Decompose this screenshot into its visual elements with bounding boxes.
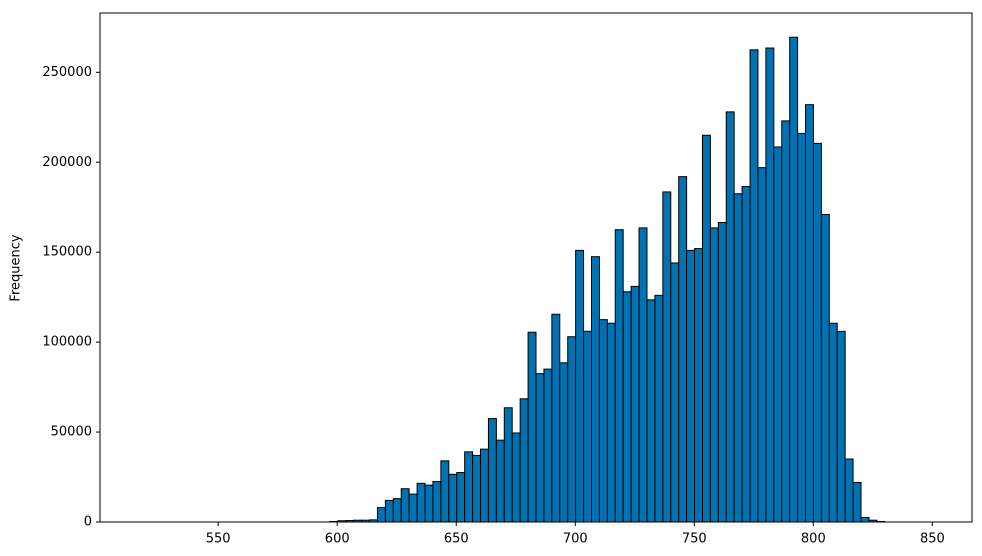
bar — [527, 331, 537, 523]
bar — [749, 49, 759, 523]
y-tick-label: 0 — [84, 515, 92, 530]
bar — [646, 299, 656, 523]
bar — [590, 256, 600, 523]
bar — [733, 193, 743, 523]
bar — [797, 132, 807, 523]
bar — [384, 499, 394, 523]
x-tick-label: 850 — [920, 532, 945, 547]
y-tick-label: 200000 — [42, 155, 92, 170]
x-tick-label: 750 — [682, 532, 707, 547]
bar — [789, 36, 799, 523]
y-tick-label: 150000 — [42, 245, 92, 260]
bar — [812, 142, 822, 523]
bar — [606, 322, 616, 523]
bar — [392, 498, 402, 523]
bar — [456, 472, 466, 523]
bar — [741, 186, 751, 523]
bar — [844, 458, 854, 523]
bar — [701, 134, 711, 523]
bar — [781, 120, 791, 523]
bar — [567, 336, 577, 523]
bar — [662, 191, 672, 523]
bar — [860, 517, 870, 523]
y-axis-label: Frequency — [9, 234, 24, 301]
bar — [598, 319, 608, 523]
bar — [376, 507, 386, 523]
bar — [852, 481, 862, 523]
bar — [638, 227, 648, 523]
bar — [828, 322, 838, 523]
bar — [820, 213, 830, 523]
y-tick-label: 100000 — [42, 335, 92, 350]
y-tick-label: 250000 — [42, 65, 92, 80]
bar — [725, 111, 735, 523]
bar — [416, 482, 426, 523]
bar — [543, 368, 553, 523]
x-tick-label: 600 — [325, 532, 350, 547]
x-tick-label: 700 — [563, 532, 588, 547]
bar — [583, 330, 592, 523]
bar — [408, 493, 418, 523]
bar — [464, 451, 474, 523]
bar — [559, 362, 569, 523]
bar — [630, 285, 640, 523]
bar — [836, 330, 846, 523]
bar — [575, 249, 585, 523]
bar — [717, 222, 727, 523]
y-tick-label: 50000 — [51, 425, 92, 440]
bar — [487, 418, 497, 523]
bar — [757, 167, 767, 523]
bar — [535, 373, 545, 523]
bar — [448, 473, 458, 523]
bar — [472, 454, 482, 523]
bar — [678, 176, 688, 523]
bar — [654, 294, 664, 523]
bar — [614, 229, 624, 523]
bar — [519, 398, 529, 523]
bar — [440, 460, 450, 523]
bar — [805, 104, 814, 523]
bar — [424, 484, 434, 523]
bar — [709, 227, 719, 523]
bar — [670, 262, 680, 523]
bar — [622, 291, 632, 523]
bar — [686, 249, 696, 523]
bar — [551, 313, 561, 523]
bar — [773, 146, 783, 523]
plot-frame — [99, 12, 973, 523]
bar — [694, 248, 703, 523]
bar — [400, 488, 410, 523]
bar — [765, 47, 775, 523]
x-tick-label: 650 — [444, 532, 469, 547]
bar — [480, 448, 489, 523]
x-tick-label: 800 — [801, 532, 826, 547]
bar — [511, 432, 521, 523]
bar — [432, 481, 442, 523]
x-tick-label: 550 — [206, 532, 231, 547]
bar — [503, 407, 513, 523]
bar — [495, 439, 505, 523]
